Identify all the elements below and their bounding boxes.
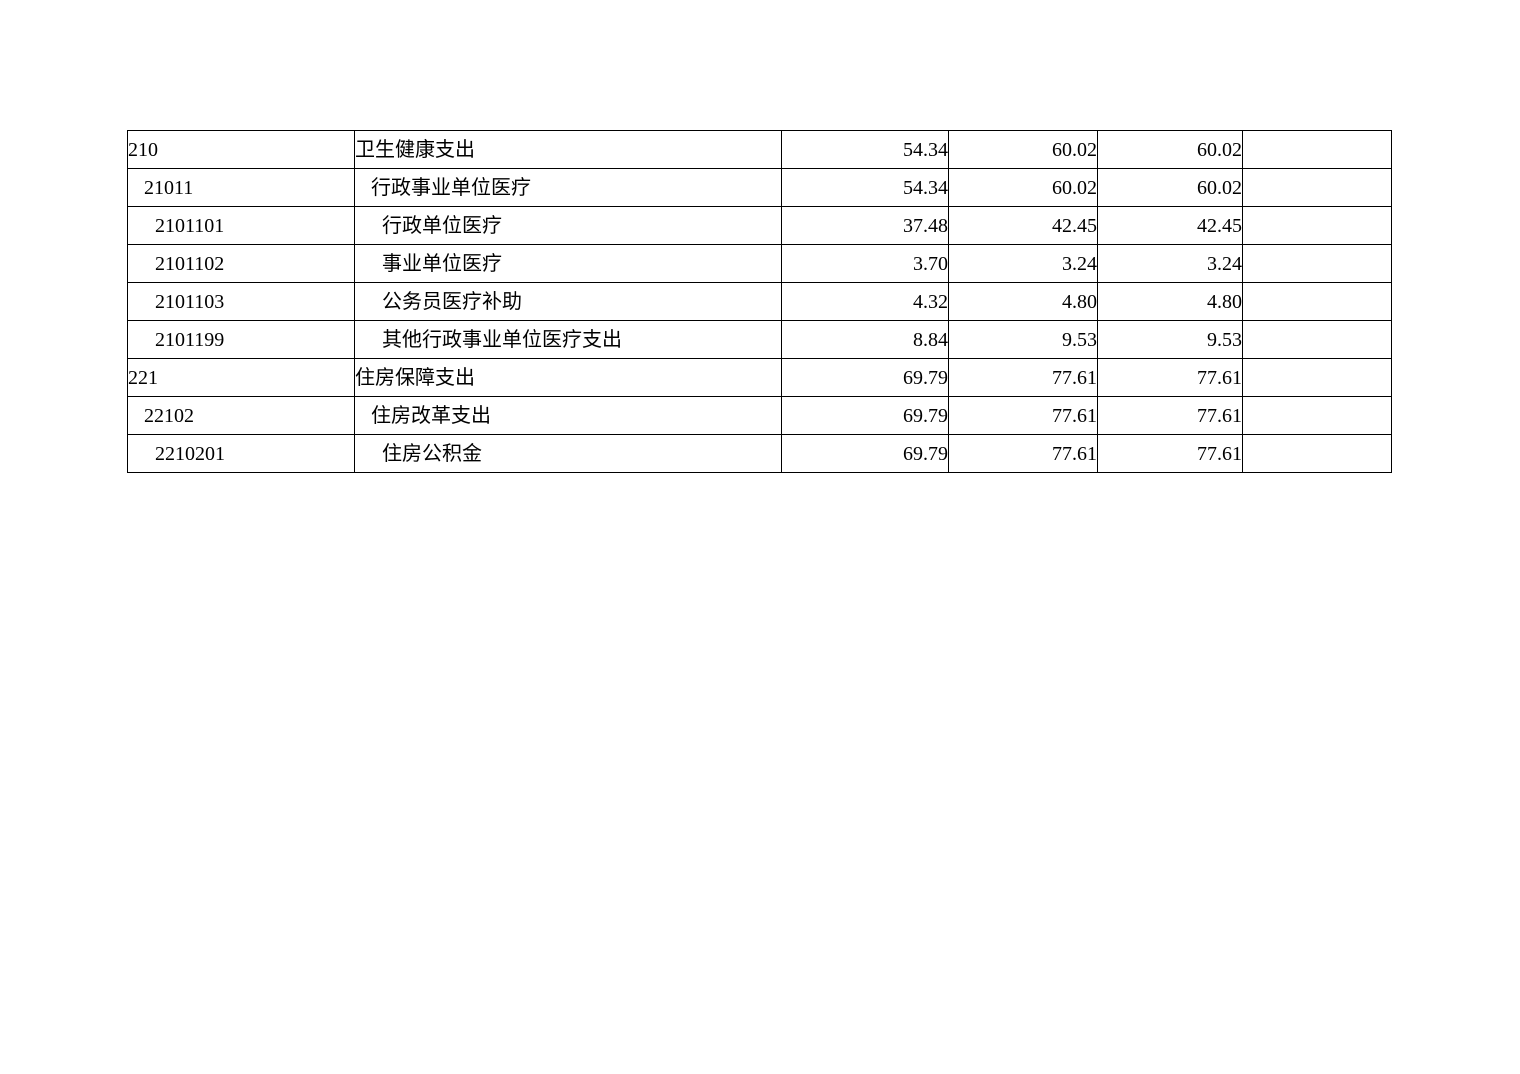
note-cell <box>1242 358 1392 397</box>
value-3-cell: 77.61 <box>1097 434 1243 473</box>
item-name-cell: 事业单位医疗 <box>354 244 782 283</box>
table-row: 2101102 事业单位医疗 3.70 3.24 3.24 <box>127 244 1392 283</box>
value-2-cell: 77.61 <box>948 358 1098 397</box>
value-2-cell: 77.61 <box>948 396 1098 435</box>
budget-code-cell: 2101102 <box>127 244 355 283</box>
value-1-cell: 37.48 <box>781 206 949 245</box>
note-cell <box>1242 206 1392 245</box>
table-row: 221 住房保障支出 69.79 77.61 77.61 <box>127 358 1392 397</box>
note-cell <box>1242 320 1392 359</box>
budget-code-cell: 22102 <box>127 396 355 435</box>
item-name-cell: 公务员医疗补助 <box>354 282 782 321</box>
budget-code-cell: 221 <box>127 358 355 397</box>
note-cell <box>1242 282 1392 321</box>
value-3-cell: 3.24 <box>1097 244 1243 283</box>
value-1-cell: 3.70 <box>781 244 949 283</box>
table-row: 2101199 其他行政事业单位医疗支出 8.84 9.53 9.53 <box>127 320 1392 359</box>
item-name-cell: 其他行政事业单位医疗支出 <box>354 320 782 359</box>
budget-expenditure-table: 210 卫生健康支出 54.34 60.02 60.02 21011 行政事业单位医疗 54.… <box>127 130 1392 473</box>
value-3-cell: 4.80 <box>1097 282 1243 321</box>
item-name-cell: 住房公积金 <box>354 434 782 473</box>
item-name-cell: 住房改革支出 <box>354 396 782 435</box>
value-2-cell: 42.45 <box>948 206 1098 245</box>
note-cell <box>1242 434 1392 473</box>
value-3-cell: 60.02 <box>1097 168 1243 207</box>
value-1-cell: 69.79 <box>781 396 949 435</box>
value-2-cell: 4.80 <box>948 282 1098 321</box>
table-row: 2210201 住房公积金 69.79 77.61 77.61 <box>127 434 1392 473</box>
budget-code-cell: 210 <box>127 130 355 169</box>
table-row: 21011 行政事业单位医疗 54.34 60.02 60.02 <box>127 168 1392 207</box>
value-1-cell: 54.34 <box>781 130 949 169</box>
budget-code-cell: 2101199 <box>127 320 355 359</box>
budget-code-cell: 2210201 <box>127 434 355 473</box>
budget-code-cell: 2101101 <box>127 206 355 245</box>
table-row: 210 卫生健康支出 54.34 60.02 60.02 <box>127 130 1392 169</box>
value-1-cell: 54.34 <box>781 168 949 207</box>
value-3-cell: 60.02 <box>1097 130 1243 169</box>
note-cell <box>1242 130 1392 169</box>
value-1-cell: 4.32 <box>781 282 949 321</box>
item-name-cell: 行政单位医疗 <box>354 206 782 245</box>
value-2-cell: 3.24 <box>948 244 1098 283</box>
value-2-cell: 9.53 <box>948 320 1098 359</box>
table-row: 2101103 公务员医疗补助 4.32 4.80 4.80 <box>127 282 1392 321</box>
item-name-cell: 住房保障支出 <box>354 358 782 397</box>
value-3-cell: 9.53 <box>1097 320 1243 359</box>
note-cell <box>1242 168 1392 207</box>
note-cell <box>1242 396 1392 435</box>
value-3-cell: 77.61 <box>1097 396 1243 435</box>
table-row: 2101101 行政单位医疗 37.48 42.45 42.45 <box>127 206 1392 245</box>
value-2-cell: 60.02 <box>948 168 1098 207</box>
value-1-cell: 69.79 <box>781 434 949 473</box>
value-2-cell: 77.61 <box>948 434 1098 473</box>
note-cell <box>1242 244 1392 283</box>
item-name-cell: 行政事业单位医疗 <box>354 168 782 207</box>
value-1-cell: 8.84 <box>781 320 949 359</box>
budget-code-cell: 2101103 <box>127 282 355 321</box>
value-3-cell: 77.61 <box>1097 358 1243 397</box>
item-name-cell: 卫生健康支出 <box>354 130 782 169</box>
value-1-cell: 69.79 <box>781 358 949 397</box>
table-row: 22102 住房改革支出 69.79 77.61 77.61 <box>127 396 1392 435</box>
budget-code-cell: 21011 <box>127 168 355 207</box>
value-3-cell: 42.45 <box>1097 206 1243 245</box>
value-2-cell: 60.02 <box>948 130 1098 169</box>
